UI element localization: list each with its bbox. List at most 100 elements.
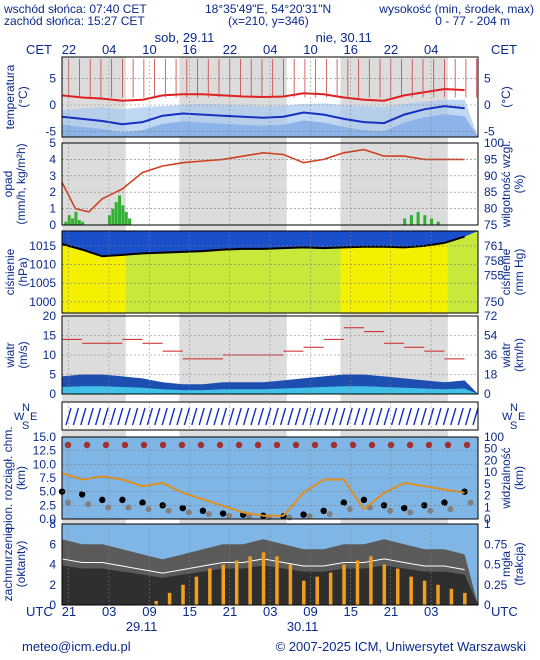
y-tick-label: -5 bbox=[45, 125, 56, 139]
sunset-text: zachód słońca: 15:27 CET bbox=[4, 14, 145, 28]
cet-hour-label: 10 bbox=[303, 42, 317, 57]
pressure-mmhg-title-line: ciśnienie bbox=[499, 248, 513, 295]
humidity-title: wilgotność wzgl. (%) bbox=[499, 141, 526, 229]
wind-arrow bbox=[72, 407, 80, 426]
visibility-title: widzialność (km) bbox=[499, 447, 526, 509]
wind-arrow bbox=[457, 407, 464, 426]
y-tick-label: 8 bbox=[49, 517, 56, 531]
wind-arrow bbox=[346, 407, 353, 426]
wind-arrow bbox=[242, 407, 250, 426]
night-band-0 bbox=[62, 57, 126, 605]
temperature-title-line: temperatura bbox=[3, 64, 17, 129]
y2-tick-label: 2 bbox=[484, 489, 491, 503]
wind-calm-area bbox=[62, 386, 478, 394]
cloud-base-dot bbox=[102, 441, 110, 449]
cloud-extent-dot-2 bbox=[326, 511, 333, 518]
fog-bar bbox=[328, 572, 333, 605]
copyright-text: © 2007-2025 ICM, Uniwersytet Warszawski bbox=[275, 639, 526, 654]
y-tick-label: 12.5 bbox=[33, 444, 57, 458]
contact-email[interactable]: meteo@icm.edu.pl bbox=[22, 639, 131, 654]
y2-tick-label: 100 bbox=[484, 136, 504, 150]
y-tick-label: 4 bbox=[49, 558, 56, 572]
temperature-title-right-line: (°C) bbox=[499, 86, 513, 107]
precip-bar bbox=[128, 218, 132, 225]
height-label: wysokość (min, środek, max) bbox=[379, 2, 534, 16]
humidity-line bbox=[61, 148, 465, 213]
cet-hour-label: 22 bbox=[62, 42, 76, 57]
cloud-base-dot bbox=[83, 441, 91, 449]
wind-arrow bbox=[191, 407, 198, 426]
wind-arrow bbox=[368, 407, 376, 426]
compass-e: E bbox=[518, 411, 525, 423]
wind-arrow bbox=[398, 407, 405, 426]
y2-tick-label: 755 bbox=[484, 269, 504, 283]
y2-tick-label: 5 bbox=[484, 71, 491, 85]
wind-arrow bbox=[176, 407, 183, 426]
compass-s: S bbox=[22, 420, 29, 432]
wind-arrow bbox=[117, 407, 124, 426]
y-tick-label: 10.0 bbox=[33, 457, 57, 471]
cet-hour-label: 04 bbox=[263, 42, 277, 57]
precip-bar bbox=[416, 211, 420, 225]
utc-hour-label: 21 bbox=[62, 604, 76, 619]
fog-bar bbox=[355, 560, 360, 605]
fog-bar bbox=[302, 580, 306, 605]
utc-hour-label: 03 bbox=[263, 604, 277, 619]
wind-arrow bbox=[279, 407, 287, 426]
fog-bar bbox=[436, 584, 440, 605]
cloud-base-dot bbox=[444, 441, 452, 449]
cloud-extent-dot-2 bbox=[387, 507, 394, 514]
wind-arrow bbox=[324, 407, 331, 426]
precip-title: opad (mm/h, kg/m²h) bbox=[1, 143, 28, 224]
y2-tick-label: 90 bbox=[484, 169, 498, 183]
temperature-line bbox=[61, 87, 465, 102]
cloud-extent-dot bbox=[99, 496, 106, 504]
wind-arrow bbox=[102, 407, 109, 426]
night-band-1 bbox=[179, 57, 287, 605]
wind-arrow bbox=[183, 407, 191, 426]
wind-arrow bbox=[220, 407, 228, 426]
wind-arrow bbox=[472, 407, 479, 426]
humidity-title-line: wilgotność wzgl. bbox=[499, 141, 513, 229]
y-tick-label: 1005 bbox=[29, 276, 56, 290]
temperature-title-right: (°C) bbox=[499, 86, 513, 107]
wind-arrow bbox=[376, 407, 383, 426]
y2-tick-label: 36 bbox=[484, 348, 498, 362]
cloud-extent-title-line: pion. rozciągł. chm. bbox=[1, 426, 15, 529]
precip-bar bbox=[107, 215, 111, 225]
precip-bar bbox=[67, 215, 71, 225]
precip-bar bbox=[430, 218, 434, 225]
wind-arrow bbox=[257, 407, 265, 426]
precip-bar bbox=[436, 221, 440, 225]
y2-tick-label: 5 bbox=[484, 477, 491, 491]
fog-bar bbox=[234, 560, 239, 605]
cloud-extent-dot bbox=[421, 502, 428, 509]
y2-tick-label: 75 bbox=[484, 218, 498, 232]
fog-bar bbox=[208, 568, 212, 605]
wind-title: wiatr (m/s) bbox=[3, 341, 30, 368]
cloud-cover-title: zachmurzenie (oktanty) bbox=[1, 526, 28, 601]
wind-arrow bbox=[168, 407, 176, 426]
y-tick-label: 5 bbox=[49, 368, 56, 382]
fog-bar bbox=[342, 564, 346, 605]
wind-arrow bbox=[383, 407, 390, 426]
pressure-title: ciśnienie (hPa) bbox=[3, 248, 30, 295]
cloud-base-dot bbox=[349, 441, 357, 449]
cloud-extent-dot-2 bbox=[226, 512, 233, 519]
fog-bar bbox=[315, 576, 319, 605]
fog-bar bbox=[261, 552, 266, 605]
wind-arrow bbox=[361, 407, 368, 426]
wind-arrow bbox=[464, 407, 472, 426]
cloud-extent-dot bbox=[340, 499, 348, 506]
precip-bar bbox=[118, 195, 122, 225]
y2-tick-label: 54 bbox=[484, 329, 498, 343]
fog-bar bbox=[167, 592, 172, 605]
y2-tick-label: 100 bbox=[484, 430, 504, 444]
fog-bar bbox=[449, 588, 454, 605]
precip-bar bbox=[74, 211, 78, 225]
utc-hour-label: 03 bbox=[424, 604, 438, 619]
fog-bar bbox=[409, 576, 413, 605]
visibility-title-line: (km) bbox=[512, 466, 526, 490]
cloud-extent-dot bbox=[219, 510, 227, 517]
cloud-extent-dot-2 bbox=[467, 499, 474, 506]
